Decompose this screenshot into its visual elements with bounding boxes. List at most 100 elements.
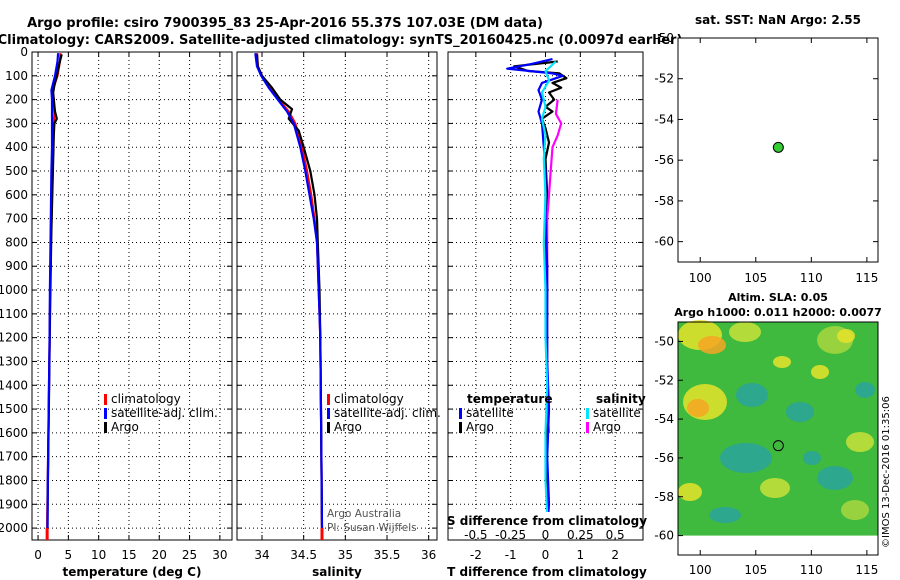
legend-label: satellite-adj. clim.: [111, 406, 218, 420]
title-line-1: Argo profile: csiro 7900395_83 25-Apr-20…: [27, 16, 543, 31]
difference-panel: -2 -1 0 1 2 S difference from climatology-0.5…: [447, 51, 647, 579]
sla-anomaly-blob: [817, 466, 853, 490]
sla-anomaly-blob: [846, 432, 874, 452]
credit-pi: PI: Susan Wijffels: [327, 522, 417, 534]
y-tick-label: 1300: [0, 354, 28, 368]
legend-swatch: [586, 408, 589, 419]
x-tick-label: 25: [182, 548, 197, 562]
s-axis-tick-label: -0.5: [464, 528, 487, 542]
temperature-panel: 0 5 10 15 20 25 300100200300400500600700800900…: [0, 45, 233, 579]
x-tick-label: 30: [212, 548, 227, 562]
x-tick-label: 5: [65, 548, 73, 562]
legend-title-salinity: salinity: [596, 392, 646, 406]
s-axis-tick-label: 0.5: [606, 528, 625, 542]
x-tick-label: 10: [91, 548, 106, 562]
s-axis-label: S difference from climatology: [447, 514, 647, 528]
sla-anomaly-blob: [678, 483, 702, 501]
legend-swatch: [327, 408, 330, 419]
x-tick-label: 100: [689, 563, 712, 577]
series-line-climatology: [255, 53, 324, 541]
x-axis-label: salinity: [312, 565, 362, 579]
grid: [237, 51, 437, 540]
series-line-satellite-adj-clim-: [46, 53, 60, 529]
y-tick-label: -52: [654, 72, 674, 86]
sla-anomaly-blob: [811, 365, 829, 379]
sla-anomaly-blob: [729, 322, 761, 342]
y-tick-label: -60: [654, 235, 674, 249]
legend-label: climatology: [111, 392, 181, 406]
x-tick-label: -1: [505, 548, 517, 562]
sla-anomaly-blob: [720, 443, 772, 473]
y-tick-label: -60: [654, 529, 674, 543]
sla-map-panel: Altim. SLA: 0.05 Argo h1000: 0.011 h2000:…: [654, 291, 881, 577]
x-tick-label: -2: [470, 548, 482, 562]
y-tick-label: 1200: [0, 331, 28, 345]
sla-anomaly-blob: [803, 451, 821, 465]
y-tick-label: 1500: [0, 402, 28, 416]
map-title-line1: Altim. SLA: 0.05: [728, 291, 828, 304]
title-line-2: Climatology: CARS2009. Satellite-adjuste…: [0, 33, 682, 48]
map-title: sat. SST: NaN Argo: 2.55: [695, 13, 861, 27]
imos-stamp: ©IMOS 13-Dec-2016 01:35:06: [881, 396, 892, 548]
y-tick-label: -58: [654, 490, 674, 504]
credit-org: Argo Australia: [327, 508, 401, 520]
x-tick-label: 34.5: [290, 548, 317, 562]
sla-anomaly-blob: [786, 402, 814, 422]
y-tick-label: -50: [654, 334, 674, 348]
y-tick-label: 800: [5, 235, 28, 249]
legend-label: climatology: [334, 392, 404, 406]
legend-swatch: [459, 422, 462, 433]
y-tick-label: 1800: [0, 473, 28, 487]
sla-anomaly-blob: [855, 382, 875, 398]
legend-label: Argo: [593, 420, 621, 434]
y-tick-label: -56: [654, 451, 674, 465]
legend-title-temperature: temperature: [467, 392, 552, 406]
x-axis-label: T difference from climatology: [447, 565, 647, 579]
y-tick-label: 2000: [0, 521, 28, 535]
series-line-t-satellite: [506, 58, 565, 529]
y-tick-label: -54: [654, 412, 674, 426]
legend-swatch: [586, 422, 589, 433]
x-tick-label: 20: [152, 548, 167, 562]
x-tick-label: 115: [855, 563, 878, 577]
y-tick-label: 1700: [0, 450, 28, 464]
y-tick-label: 600: [5, 188, 28, 202]
legend-label: satellite: [593, 406, 641, 420]
y-tick-label: 200: [5, 93, 28, 107]
y-tick-label: 1400: [0, 378, 28, 392]
legend-label: satellite: [466, 406, 514, 420]
legend-label: Argo: [466, 420, 494, 434]
map-frame: [677, 321, 879, 556]
x-tick-label: 36: [421, 548, 436, 562]
legend-swatch: [327, 422, 330, 433]
s-axis-tick-label: 0: [542, 528, 550, 542]
x-axis-label: temperature (deg C): [63, 565, 202, 579]
salinity-panel: 34 34.5 35 35.5 36 salinity climatologysatelli…: [236, 51, 441, 579]
x-tick-label: 34: [254, 548, 269, 562]
y-tick-label: -58: [654, 194, 674, 208]
y-tick-label: 1000: [0, 283, 28, 297]
x-tick-label: 115: [855, 271, 878, 285]
s-axis-tick-label: 0.25: [567, 528, 594, 542]
x-tick-label: 100: [689, 271, 712, 285]
legend-label: Argo: [111, 420, 139, 434]
legend-swatch: [327, 394, 330, 405]
sla-anomaly-blob: [687, 399, 709, 417]
x-tick-label: 110: [800, 271, 823, 285]
legend-swatch: [459, 408, 462, 419]
x-tick-label: 105: [744, 563, 767, 577]
sla-anomaly-blob: [698, 336, 726, 354]
y-tick-label: 100: [5, 69, 28, 83]
x-tick-label: 15: [121, 548, 136, 562]
sla-anomaly-blob: [760, 478, 790, 498]
y-tick-label: 1100: [0, 307, 28, 321]
y-tick-label: -50: [654, 31, 674, 45]
sla-anomaly-blob: [773, 356, 791, 368]
sla-heatmap: [678, 320, 878, 536]
x-tick-label: 35.5: [374, 548, 401, 562]
y-tick-label: 1600: [0, 426, 28, 440]
y-tick-label: 400: [5, 140, 28, 154]
float-position-marker: [772, 440, 784, 452]
sla-anomaly-blob: [709, 507, 741, 523]
y-tick-label: -54: [654, 112, 674, 126]
